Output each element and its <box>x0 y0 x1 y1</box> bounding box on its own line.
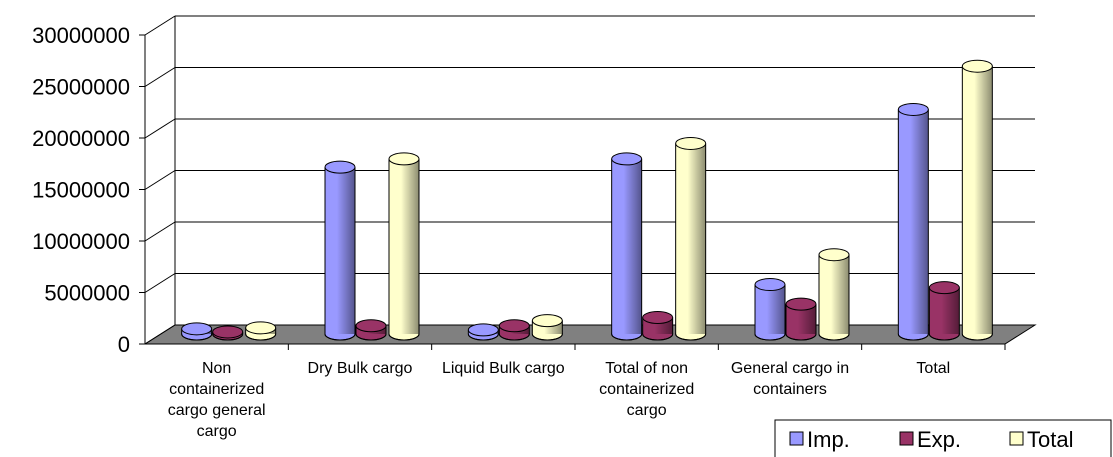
bar-bottom-edge <box>212 333 244 341</box>
bar <box>961 59 993 341</box>
bar <box>324 160 356 341</box>
bar-bottom-edge <box>531 333 563 341</box>
x-tick-label: Liquid Bulk cargo <box>441 360 565 377</box>
y-tick-label: 5000000 <box>44 281 130 306</box>
legend-swatch <box>1009 431 1024 446</box>
bar-bottom-edge <box>388 333 420 341</box>
bar <box>928 281 960 341</box>
bar-bottom-edge <box>642 333 674 341</box>
grid-line <box>144 324 176 345</box>
bar-top <box>324 160 356 174</box>
bar-top <box>961 59 993 73</box>
bar <box>388 152 420 341</box>
bar <box>245 321 277 341</box>
legend-box <box>774 419 1112 457</box>
bar-bottom-edge <box>754 333 786 341</box>
bar-bottom-edge <box>181 333 213 341</box>
bar-top <box>498 319 530 333</box>
y-tick-label: 20000000 <box>32 126 130 151</box>
legend-label: Total <box>1027 427 1073 452</box>
bar-top <box>531 314 563 328</box>
bar <box>675 136 707 341</box>
x-tick-label: General cargo in containers <box>730 360 850 398</box>
x-tick-label: Non containerized cargo general cargo <box>167 360 266 440</box>
bar-bottom-edge <box>928 333 960 341</box>
bar-top <box>642 311 674 325</box>
grid-line <box>144 15 176 36</box>
bar-top <box>818 248 850 262</box>
bar <box>754 278 786 341</box>
bar-shade <box>819 254 849 334</box>
grid-line <box>144 118 176 139</box>
legend-label: Exp. <box>917 427 961 452</box>
bar-shade <box>611 158 642 334</box>
legend-swatch <box>899 431 914 446</box>
bar-bottom-edge <box>897 333 929 341</box>
bar-top <box>611 152 643 166</box>
bar <box>212 325 244 341</box>
bar <box>531 314 563 341</box>
bar-bottom-edge <box>675 333 707 341</box>
bar <box>785 297 817 341</box>
bar <box>642 311 674 341</box>
bar-shade <box>755 284 785 334</box>
x-tick-label: Dry Bulk cargo <box>307 360 413 377</box>
bar-top <box>785 297 817 311</box>
bar-shade <box>325 167 355 334</box>
bar-top <box>928 281 960 295</box>
bar-bottom-edge <box>324 333 356 341</box>
y-tick-label: 25000000 <box>32 75 130 100</box>
bar <box>498 319 530 341</box>
legend-swatch <box>789 431 804 446</box>
bar-shade <box>675 143 706 334</box>
y-tick-label: 10000000 <box>32 229 130 254</box>
bar-top <box>245 321 277 335</box>
bar-top <box>355 319 387 333</box>
grid-line <box>144 273 176 293</box>
bar-top <box>467 323 499 337</box>
bar-top <box>388 152 420 166</box>
bar <box>467 323 499 341</box>
bar-bottom-edge <box>961 333 993 341</box>
bar-shade <box>929 287 960 334</box>
bar-shade <box>962 66 993 334</box>
x-tick-label: Total <box>916 360 951 377</box>
bar-bottom-edge <box>245 333 277 341</box>
bar-top <box>897 102 929 116</box>
grid-line <box>144 221 176 242</box>
bar-top <box>675 136 707 150</box>
bar-bottom-edge <box>498 333 530 341</box>
legend-label: Imp. <box>807 427 850 452</box>
bar <box>897 102 929 341</box>
bar-bottom-edge <box>355 333 387 341</box>
y-tick-label: 15000000 <box>32 178 130 203</box>
grid-line <box>144 67 176 87</box>
bar-top <box>754 278 786 292</box>
bar-bottom-edge <box>785 333 817 341</box>
bar-bottom-edge <box>818 333 850 341</box>
x-tick-label: Total of non containerized cargo <box>599 360 695 419</box>
bar <box>611 152 643 341</box>
bar-shade <box>389 158 419 334</box>
bar <box>818 248 850 341</box>
bar-bottom-edge <box>467 333 499 341</box>
bar-top <box>212 325 244 339</box>
grid-line <box>144 170 176 190</box>
bar-top <box>181 322 213 336</box>
bar <box>355 319 387 341</box>
bar <box>181 322 213 341</box>
bar-bottom-edge <box>611 333 643 341</box>
y-tick-label: 30000000 <box>32 23 130 48</box>
y-tick-label: 0 <box>118 332 130 357</box>
bar-shade <box>898 109 929 335</box>
